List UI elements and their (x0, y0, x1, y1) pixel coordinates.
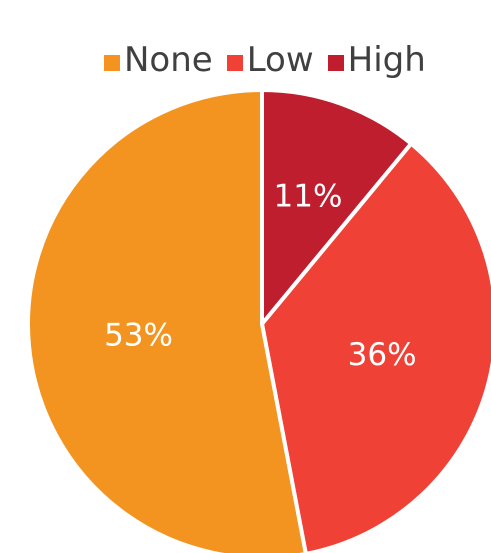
pie-label-low: 36% (348, 337, 417, 373)
pie-slice-none (26, 88, 308, 553)
legend-item-none: None (104, 40, 213, 80)
legend-swatch-none (104, 55, 120, 71)
legend-swatch-high (327, 55, 344, 71)
legend: None Low High (104, 40, 426, 80)
pie-slice-low (260, 141, 491, 553)
legend-swatch-low (226, 55, 243, 71)
legend-label-none: None (124, 40, 213, 80)
pie-label-none: 53% (104, 318, 173, 354)
legend-item-high: High (327, 40, 426, 80)
legend-label-low: Low (246, 40, 314, 80)
legend-item-low: Low (226, 40, 314, 80)
legend-label-high: High (347, 40, 426, 80)
pie-slice-high (260, 88, 414, 326)
pie-label-high: 11% (274, 178, 343, 214)
